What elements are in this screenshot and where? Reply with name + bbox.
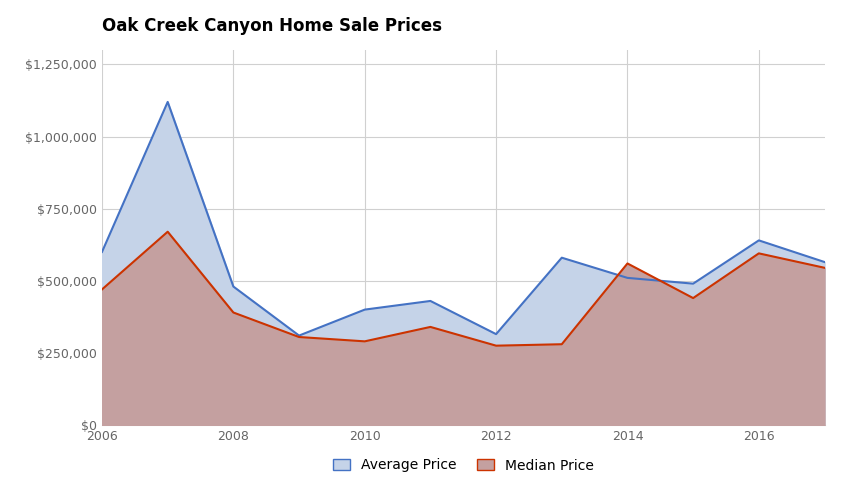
Text: Oak Creek Canyon Home Sale Prices: Oak Creek Canyon Home Sale Prices	[102, 16, 442, 34]
Legend: Average Price, Median Price: Average Price, Median Price	[327, 453, 599, 478]
